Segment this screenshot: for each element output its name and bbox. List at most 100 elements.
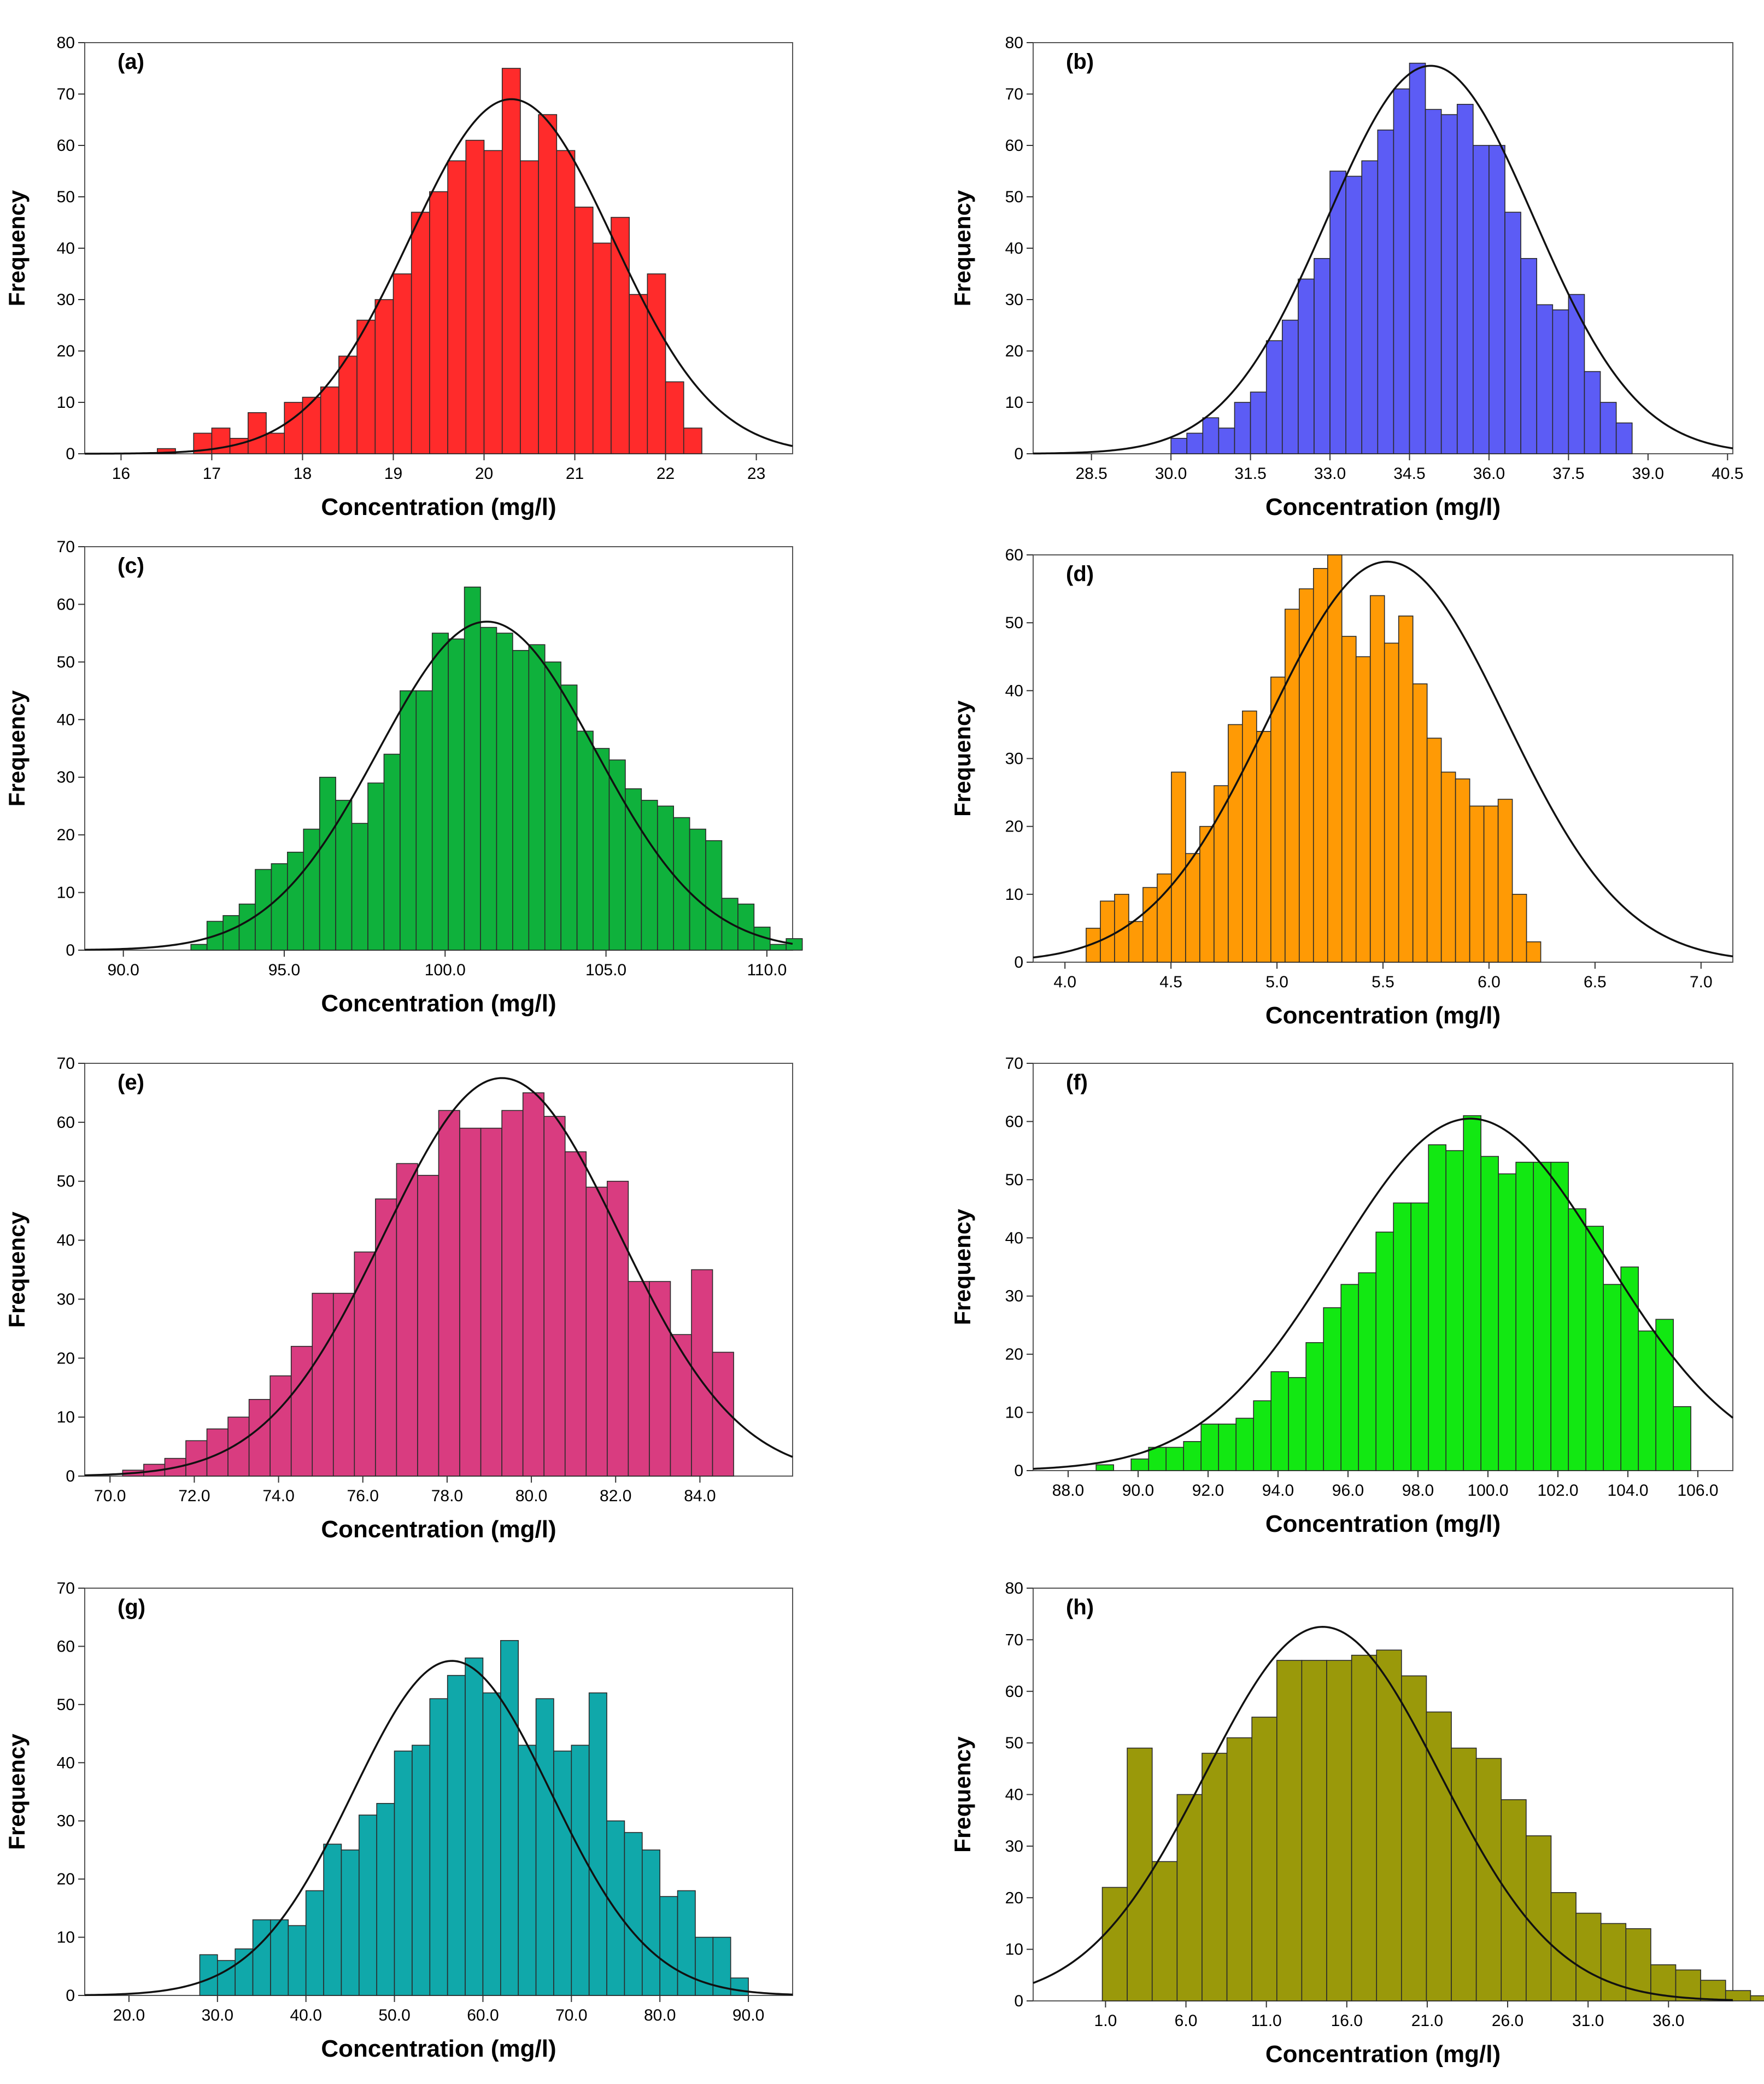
histogram-bar [574, 206, 594, 454]
x-tick-label: 60.0 [467, 2006, 499, 2024]
x-tick-label: 1.0 [1094, 2012, 1117, 2030]
histogram-bar [649, 1281, 671, 1477]
histogram-bar [611, 216, 630, 454]
histogram-bar [1202, 417, 1220, 454]
histogram-bar [1341, 636, 1357, 963]
histogram-bar [553, 1751, 572, 1996]
histogram-bar [1451, 1747, 1477, 2001]
y-tick-label: 30 [1005, 1837, 1023, 1855]
histogram-bar [482, 1692, 501, 1996]
histogram-bar [271, 863, 288, 951]
histogram-bar [1251, 1717, 1277, 2001]
y-tick-label: 0 [1014, 953, 1023, 971]
histogram-bar [1483, 805, 1499, 963]
histogram-bar [1170, 437, 1188, 454]
histogram-bar [556, 150, 576, 454]
histogram-bar [1127, 1747, 1153, 2001]
histogram-bar [543, 1116, 566, 1477]
x-tick-label: 94.0 [1262, 1482, 1294, 1500]
x-tick-label: 105.0 [585, 961, 626, 979]
histogram-bar [657, 805, 675, 951]
histogram-bar [375, 1198, 397, 1477]
x-tick-label: 90.0 [732, 2006, 764, 2024]
histogram-bar [1550, 1162, 1569, 1471]
histogram-bar [303, 828, 320, 951]
x-tick-label: 22 [657, 465, 675, 483]
histogram-bar [496, 633, 513, 951]
histogram-bar [1351, 1654, 1378, 2001]
y-axis-title: Frequency [4, 1211, 30, 1328]
histogram-bar [1615, 422, 1633, 454]
histogram-bar [1568, 294, 1585, 454]
y-tick-label: 30 [1005, 1287, 1023, 1306]
chart-svg: 0 10 20 30 40 50 60 70 80 28.5 30.0 31.5 33.0 34.5 36.… [950, 34, 1743, 520]
x-tick-label: 5.5 [1372, 973, 1394, 991]
histogram-bar [1526, 1835, 1552, 2001]
histogram-bar [1218, 428, 1235, 454]
y-tick-label: 40 [1005, 1229, 1023, 1247]
chart-svg: 0 10 20 30 40 50 60 70 20.0 30.0 40.0 50.0 60.0 70.0 8… [4, 1579, 793, 2062]
y-tick-label: 20 [57, 1349, 75, 1367]
histogram-bar [786, 938, 803, 951]
x-tick-label: 82.0 [600, 1487, 631, 1505]
histogram-bar [1552, 309, 1569, 454]
x-tick-label: 19 [384, 465, 402, 483]
histogram-bar [185, 1440, 208, 1477]
y-tick-label: 20 [1005, 342, 1023, 360]
histogram-bar [721, 898, 739, 951]
histogram-bar [647, 273, 666, 454]
histogram-bar [332, 1292, 355, 1477]
histogram-bar [290, 1345, 313, 1477]
x-tick-label: 18 [294, 465, 312, 483]
histogram-bar [323, 1843, 342, 1996]
histogram-bar [1568, 1208, 1586, 1471]
histogram-bar [520, 160, 539, 454]
x-axis-title: Concentration (mg/l) [1265, 494, 1501, 520]
y-tick-label: 40 [1005, 239, 1023, 257]
y-tick-label: 0 [66, 1987, 75, 2005]
histogram-bar [1130, 1458, 1150, 1471]
histogram-bar [1142, 887, 1158, 963]
histogram-bar [705, 840, 723, 951]
histogram-bar [528, 644, 546, 951]
histogram-bar [1426, 737, 1442, 963]
histogram-bar [1199, 826, 1215, 963]
x-tick-label: 16 [112, 465, 130, 483]
y-tick-label: 10 [57, 1408, 75, 1426]
histogram-bar [465, 139, 485, 454]
panel-label: (a) [118, 50, 144, 74]
y-tick-label: 70 [1005, 85, 1023, 103]
y-tick-label: 30 [57, 1290, 75, 1308]
normal-curve [1033, 1117, 1734, 1470]
x-tick-label: 102.0 [1537, 1482, 1578, 1500]
normal-curve [84, 1077, 793, 1477]
histogram-bar [1128, 921, 1144, 963]
y-tick-label: 50 [57, 1173, 75, 1191]
x-tick-label: 4.5 [1159, 973, 1182, 991]
histogram-bar [1620, 1266, 1639, 1471]
histogram-bar [500, 1640, 519, 1996]
y-tick-label: 40 [1005, 1786, 1023, 1804]
y-tick-label: 0 [66, 1467, 75, 1485]
histogram-bar [1426, 1711, 1452, 2001]
x-axis-title: Concentration (mg/l) [321, 2035, 556, 2062]
panel-label: (f) [1066, 1070, 1088, 1094]
x-axis-title: Concentration (mg/l) [321, 990, 556, 1017]
histogram-bar [431, 633, 449, 951]
x-tick-label: 20 [475, 465, 493, 483]
y-tick-label: 20 [57, 342, 75, 360]
histogram-bar [269, 1375, 292, 1477]
histogram-bar [1256, 731, 1271, 963]
y-axis-title: Frequency [950, 700, 975, 817]
histogram-bar [665, 381, 684, 454]
histogram-bar [238, 903, 256, 951]
y-tick-label: 60 [57, 595, 75, 613]
histogram-bar [730, 1977, 749, 1996]
histogram-bar [480, 627, 497, 951]
histogram-bar [480, 1127, 502, 1477]
y-tick-label: 20 [1005, 818, 1023, 836]
y-tick-label: 60 [1005, 546, 1023, 564]
histogram-bar [374, 299, 394, 454]
histogram-bar [1425, 109, 1442, 454]
y-tick-label: 10 [57, 884, 75, 902]
